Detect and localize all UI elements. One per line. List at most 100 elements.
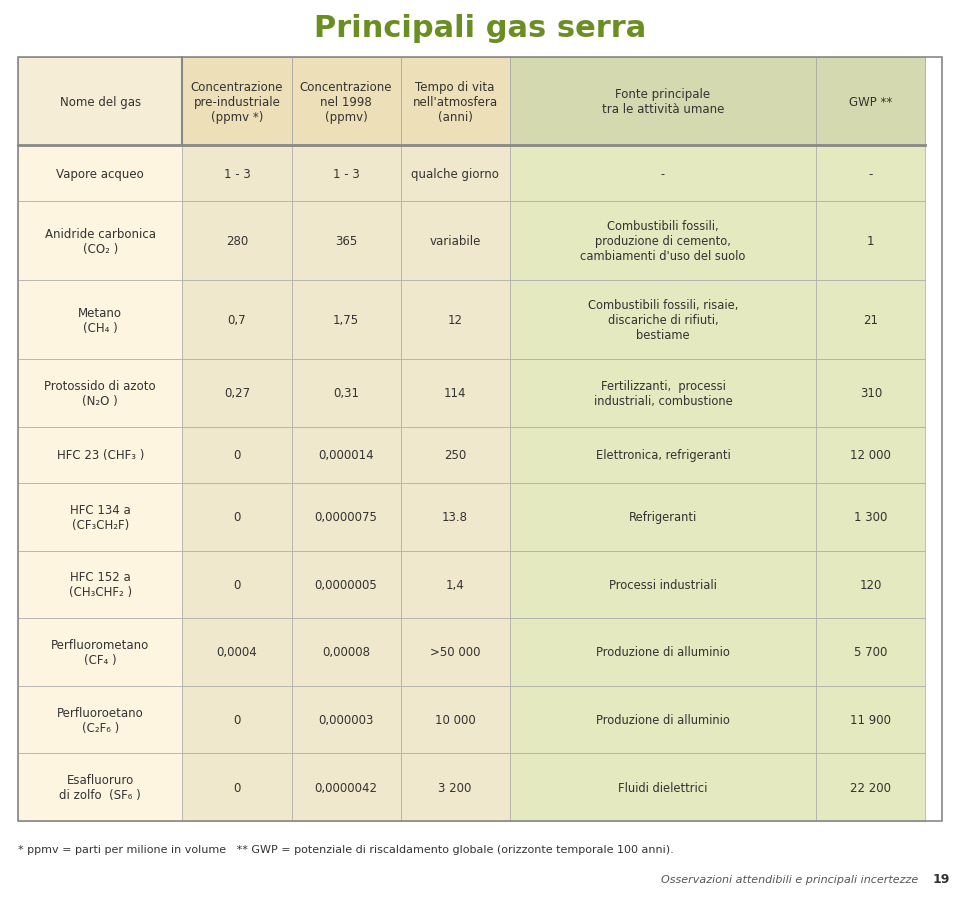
- Bar: [292, 360, 400, 428]
- Bar: [292, 202, 400, 281]
- Bar: [816, 551, 925, 619]
- Text: 1 300: 1 300: [854, 511, 888, 524]
- Bar: [18, 428, 182, 483]
- Bar: [292, 428, 400, 483]
- Bar: [816, 146, 925, 202]
- Bar: [510, 619, 816, 686]
- Bar: [182, 58, 292, 146]
- Text: Produzione di alluminio: Produzione di alluminio: [596, 713, 730, 726]
- Bar: [510, 202, 816, 281]
- Bar: [816, 619, 925, 686]
- Text: HFC 152 a
(CH₃CHF₂ ): HFC 152 a (CH₃CHF₂ ): [69, 571, 132, 599]
- Text: 21: 21: [863, 314, 878, 327]
- Text: Fonte principale
tra le attività umane: Fonte principale tra le attività umane: [602, 87, 724, 115]
- Bar: [18, 281, 182, 360]
- Text: 114: 114: [444, 387, 467, 400]
- Text: 22 200: 22 200: [851, 781, 891, 794]
- Text: -: -: [660, 168, 665, 180]
- Bar: [18, 146, 182, 202]
- Bar: [816, 360, 925, 428]
- Text: Concentrazione
nel 1998
(ppmv): Concentrazione nel 1998 (ppmv): [300, 80, 393, 124]
- Bar: [400, 58, 510, 146]
- Bar: [510, 753, 816, 821]
- Text: 11 900: 11 900: [851, 713, 891, 726]
- Bar: [18, 753, 182, 821]
- Bar: [182, 281, 292, 360]
- Text: 19: 19: [932, 872, 950, 886]
- Text: qualche giorno: qualche giorno: [411, 168, 499, 180]
- Text: 13.8: 13.8: [442, 511, 468, 524]
- Text: Elettronica, refrigeranti: Elettronica, refrigeranti: [595, 449, 731, 462]
- Text: 0: 0: [233, 713, 241, 726]
- Text: 1: 1: [867, 235, 875, 248]
- Text: 0: 0: [233, 511, 241, 524]
- Text: 0: 0: [233, 449, 241, 462]
- Text: Fertilizzanti,  processi
industriali, combustione: Fertilizzanti, processi industriali, com…: [593, 380, 732, 408]
- Text: -: -: [869, 168, 873, 180]
- Bar: [510, 428, 816, 483]
- Bar: [182, 146, 292, 202]
- Bar: [18, 686, 182, 753]
- Bar: [182, 428, 292, 483]
- Text: 5 700: 5 700: [854, 646, 888, 658]
- Text: 0,000003: 0,000003: [319, 713, 373, 726]
- Bar: [816, 281, 925, 360]
- Text: Combustibili fossili,
produzione di cemento,
cambiamenti d'uso del suolo: Combustibili fossili, produzione di ceme…: [580, 220, 746, 263]
- Text: Osservazioni attendibili e principali incertezze: Osservazioni attendibili e principali in…: [660, 874, 925, 884]
- Text: >50 000: >50 000: [430, 646, 480, 658]
- Text: 10 000: 10 000: [435, 713, 475, 726]
- Text: Combustibili fossili, risaie,
discariche di rifiuti,
bestiame: Combustibili fossili, risaie, discariche…: [588, 299, 738, 342]
- Bar: [292, 619, 400, 686]
- Bar: [400, 483, 510, 551]
- Bar: [292, 686, 400, 753]
- Bar: [816, 686, 925, 753]
- Bar: [816, 753, 925, 821]
- Text: 0: 0: [233, 781, 241, 794]
- Bar: [400, 753, 510, 821]
- Bar: [182, 483, 292, 551]
- Bar: [400, 619, 510, 686]
- Text: 3 200: 3 200: [439, 781, 471, 794]
- Bar: [292, 281, 400, 360]
- Bar: [18, 58, 182, 146]
- Text: Nome del gas: Nome del gas: [60, 96, 141, 108]
- Bar: [292, 551, 400, 619]
- Text: 0,000014: 0,000014: [318, 449, 373, 462]
- Text: Perfluoroetano
(C₂F₆ ): Perfluoroetano (C₂F₆ ): [57, 706, 144, 734]
- Bar: [400, 551, 510, 619]
- Text: 0,7: 0,7: [228, 314, 247, 327]
- Bar: [18, 483, 182, 551]
- Bar: [292, 58, 400, 146]
- Text: 0,0000005: 0,0000005: [315, 578, 377, 591]
- Bar: [400, 360, 510, 428]
- Text: Principali gas serra: Principali gas serra: [314, 14, 646, 42]
- Bar: [182, 360, 292, 428]
- Bar: [816, 202, 925, 281]
- Text: 1 - 3: 1 - 3: [224, 168, 251, 180]
- Text: 0,0004: 0,0004: [217, 646, 257, 658]
- Bar: [510, 483, 816, 551]
- Bar: [510, 551, 816, 619]
- Bar: [510, 360, 816, 428]
- Bar: [182, 619, 292, 686]
- Bar: [182, 753, 292, 821]
- Bar: [816, 58, 925, 146]
- Text: 0: 0: [233, 578, 241, 591]
- Text: 0,31: 0,31: [333, 387, 359, 400]
- Bar: [400, 146, 510, 202]
- Text: 0,00008: 0,00008: [322, 646, 370, 658]
- Text: Produzione di alluminio: Produzione di alluminio: [596, 646, 730, 658]
- Bar: [510, 58, 816, 146]
- Text: Protossido di azoto
(N₂O ): Protossido di azoto (N₂O ): [44, 380, 156, 408]
- Text: HFC 134 a
(CF₃CH₂F): HFC 134 a (CF₃CH₂F): [70, 503, 131, 531]
- Text: Metano
(CH₄ ): Metano (CH₄ ): [78, 307, 122, 335]
- Text: Fluidi dielettrici: Fluidi dielettrici: [618, 781, 708, 794]
- Text: Processi industriali: Processi industriali: [609, 578, 717, 591]
- Text: variabile: variabile: [429, 235, 481, 248]
- Bar: [292, 483, 400, 551]
- Bar: [816, 428, 925, 483]
- Text: 0,0000075: 0,0000075: [315, 511, 377, 524]
- Bar: [182, 202, 292, 281]
- Bar: [400, 428, 510, 483]
- Bar: [292, 753, 400, 821]
